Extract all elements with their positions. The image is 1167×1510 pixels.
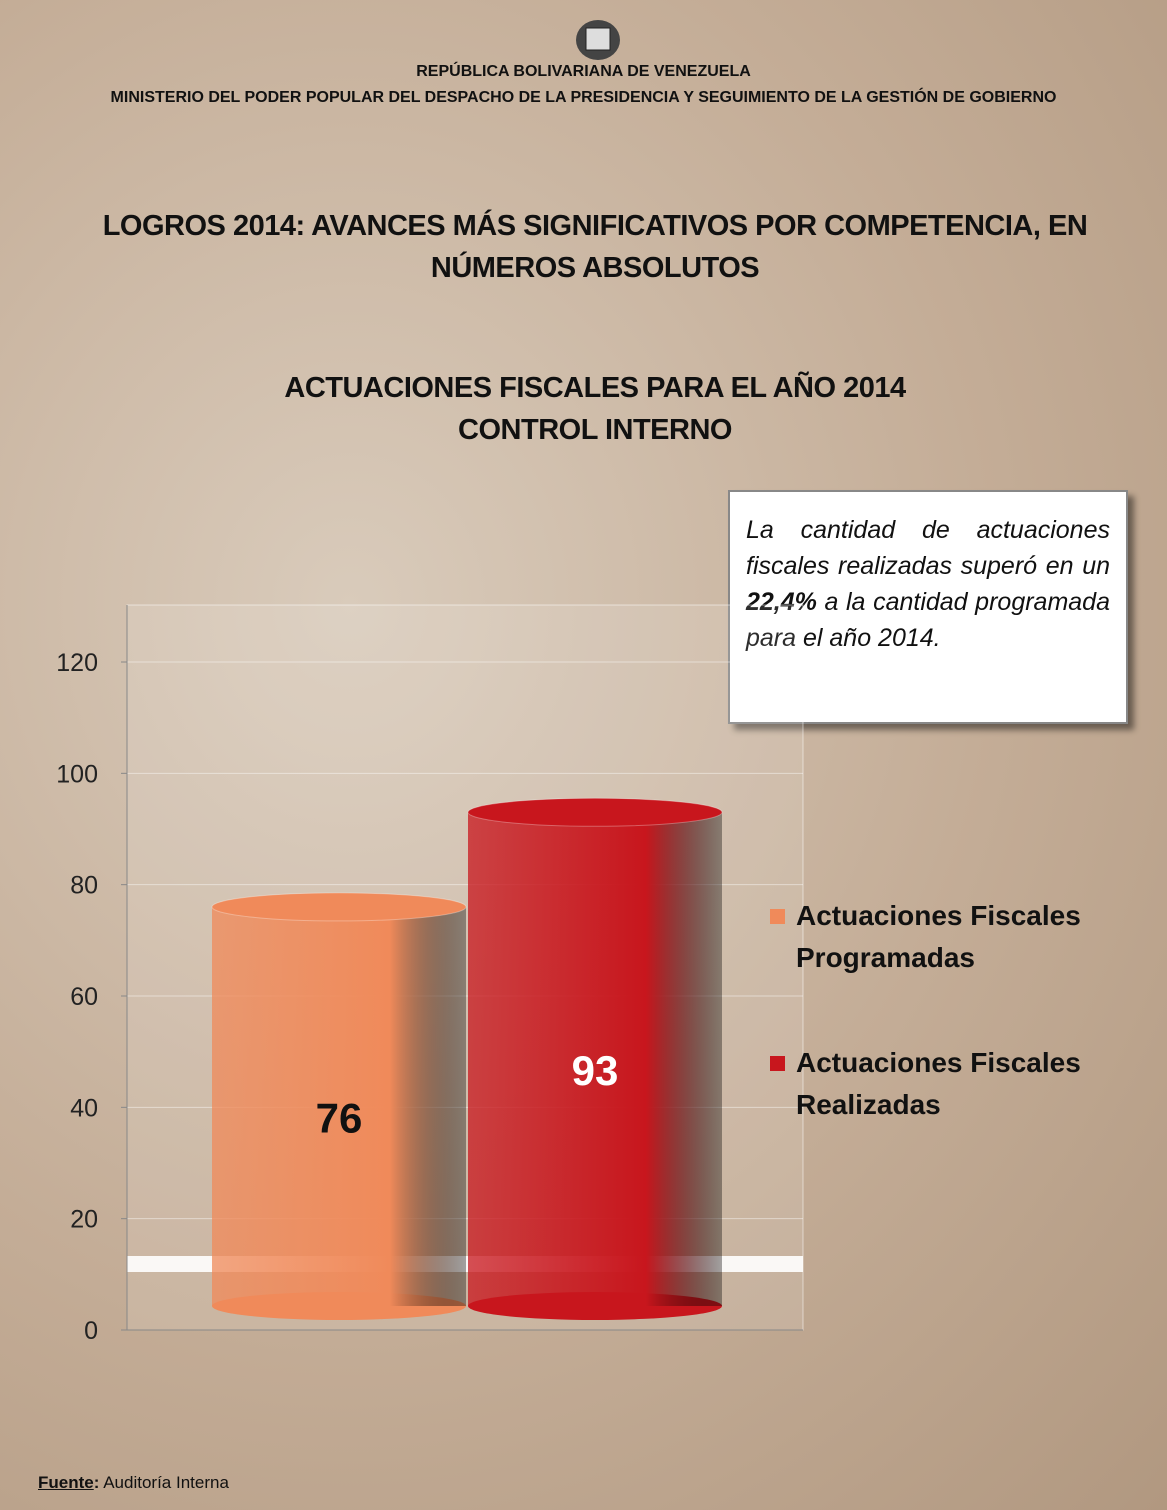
bar-top [211, 892, 467, 922]
callout-text: a la cantidad programada para el año 201… [746, 588, 1110, 652]
callout-text: La cantidad de actuaciones fiscales real… [746, 516, 1110, 580]
legend-swatch [770, 909, 785, 924]
bar [212, 906, 466, 1306]
y-tick-label: 100 [56, 760, 98, 788]
y-tick-label: 20 [70, 1206, 98, 1234]
callout-highlight: 22,4% [746, 588, 817, 616]
header-line: REPÚBLICA BOLIVARIANA DE VENEZUELA [416, 63, 751, 80]
y-tick-label: 0 [84, 1317, 98, 1345]
legend-swatch [770, 1056, 785, 1071]
source: Fuente: Auditoría Interna [38, 1473, 229, 1492]
header-line: MINISTERIO DEL PODER POPULAR DEL DESPACH… [110, 89, 1057, 106]
value-label: 76 [316, 1094, 363, 1141]
source-label: Fuente [38, 1473, 94, 1492]
callout: La cantidad de actuaciones fiscales real… [728, 490, 1128, 724]
chart-subtitle: CONTROL INTERNO [458, 414, 732, 446]
coat-of-arms [576, 20, 620, 60]
y-tick-label: 60 [70, 983, 98, 1011]
legend-label: Actuaciones Fiscales Programadas [796, 900, 1081, 973]
bar [468, 812, 722, 1306]
value-label: 93 [572, 1047, 619, 1094]
heading: LOGROS 2014: AVANCES MÁS SIGNIFICATIVOS … [102, 210, 1088, 284]
bar-top [467, 797, 723, 827]
legend-entry: Actuaciones Fiscales Realizadas [770, 1042, 1110, 1126]
source-text: Auditoría Interna [103, 1473, 229, 1492]
chart-title: ACTUACIONES FISCALES PARA EL AÑO 2014 [284, 372, 906, 404]
y-tick-label: 120 [56, 649, 98, 677]
legend-label: Actuaciones Fiscales Realizadas [796, 1047, 1081, 1120]
y-tick-label: 40 [70, 1094, 98, 1122]
y-tick-label: 80 [70, 872, 98, 900]
legend-entry: Actuaciones Fiscales Programadas [770, 895, 1110, 979]
